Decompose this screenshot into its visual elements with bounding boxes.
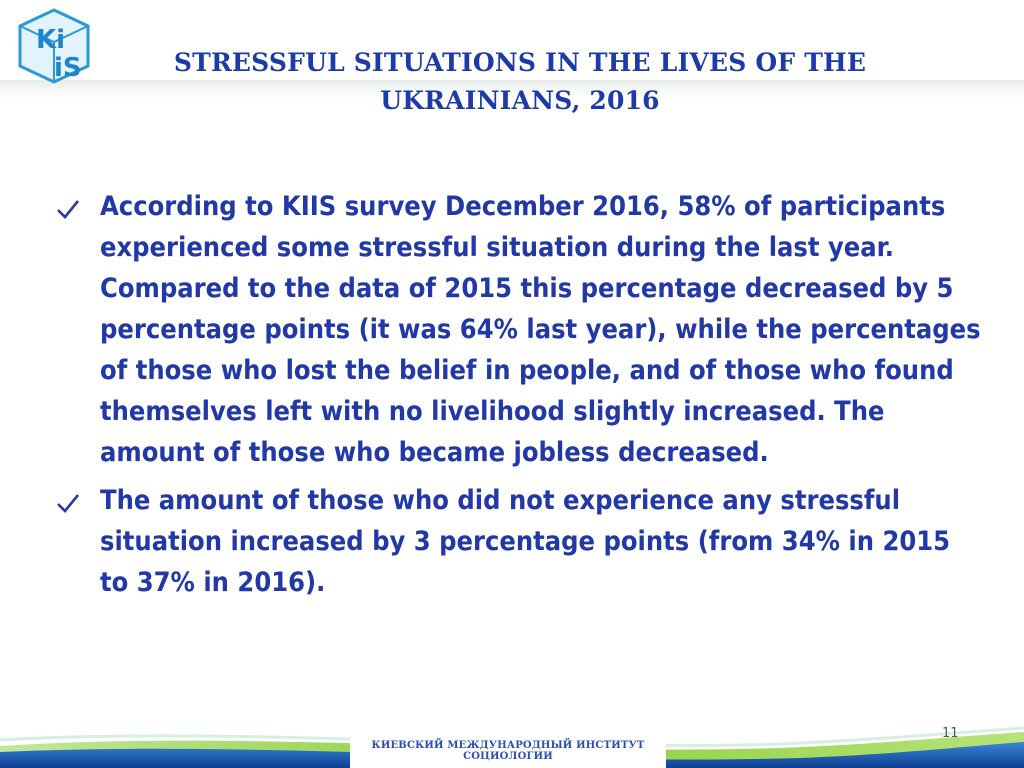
header-band (0, 80, 1024, 100)
page-number: 11 (942, 726, 959, 741)
checkmark-icon (56, 480, 100, 526)
footer-label-background (350, 726, 666, 768)
svg-text:iS: iS (54, 53, 82, 83)
slide-title: STRESSFUL SITUATIONS IN THE LIVES OF THE… (120, 44, 920, 120)
bullet-item-1: According to KIIS survey December 2016, … (56, 186, 986, 473)
checkmark-icon (56, 186, 100, 232)
bullet-list: According to KIIS survey December 2016, … (56, 186, 986, 610)
svg-text:Ki: Ki (36, 25, 65, 55)
kiis-logo: Ki iS (18, 8, 90, 84)
slide-title-line1: STRESSFUL SITUATIONS IN THE LIVES OF THE (173, 48, 867, 77)
bullet-text-1: According to KIIS survey December 2016, … (100, 191, 981, 468)
bullet-text-2: The amount of those who did not experien… (100, 485, 951, 598)
slide-title-line2: UKRAINIANS, 2016 (380, 86, 660, 115)
footer-institute-name: КИЕВСКИЙ МЕЖДУНАРОДНЫЙ ИНСТИТУТ СОЦИОЛОГ… (371, 740, 645, 762)
bullet-item-2: The amount of those who did not experien… (56, 480, 986, 603)
